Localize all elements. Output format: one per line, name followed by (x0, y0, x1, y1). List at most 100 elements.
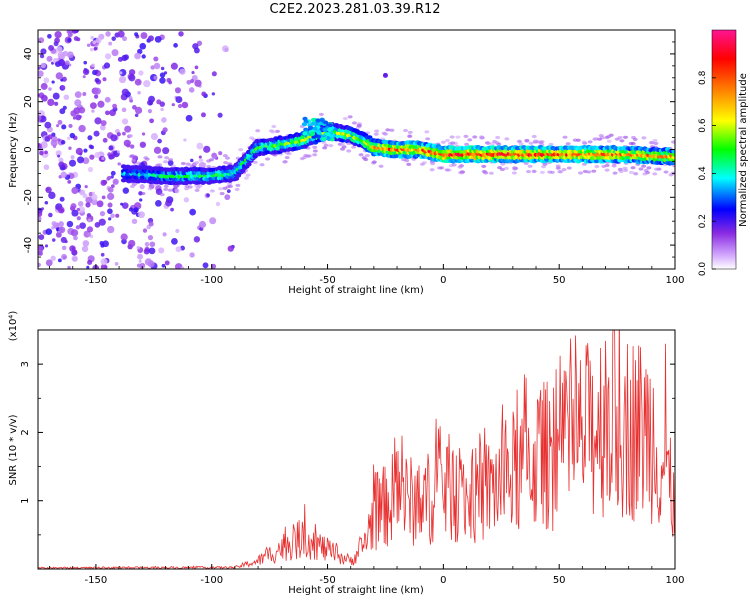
heatmap-noise-cell (79, 189, 86, 196)
heatmap-noise-cell (99, 211, 106, 217)
heatmap-halo-cell (222, 153, 228, 158)
heatmap-noise-cell (45, 228, 53, 235)
heatmap-halo-cell (163, 160, 169, 164)
heatmap-noise-cell (93, 47, 97, 51)
heatmap-noise-cell (142, 228, 148, 233)
heatmap-halo-cell (516, 139, 522, 144)
heatmap-halo-cell (594, 164, 600, 169)
heatmap-halo-cell (245, 173, 251, 177)
heatmap-halo-cell (451, 163, 457, 167)
heatmap-noise-cell (139, 42, 147, 50)
heatmap-noise-cell (124, 125, 132, 133)
heatmap-noise-cell (100, 252, 105, 257)
heatmap-noise-cell (162, 127, 168, 133)
snr-series-line (38, 330, 675, 569)
colorbar-label: Normalized spectral amplitude (738, 73, 749, 227)
heatmap-noise-cell (101, 156, 105, 161)
heatmap-noise-cell (121, 202, 129, 209)
heatmap-noise-cell (98, 218, 106, 226)
heatmap-halo-cell (642, 172, 648, 176)
heatmap-noise-cell (110, 175, 114, 179)
heatmap-noise-cell (82, 157, 90, 165)
heatmap-noise-cell (180, 266, 185, 269)
heatmap-noise-cell (168, 80, 173, 85)
heatmap-noise-cell (138, 259, 142, 263)
heatmap-halo-cell (389, 128, 395, 132)
heatmap-noise-cell (209, 217, 217, 225)
colorbar-frame (711, 29, 737, 270)
heatmap-noise-cell (162, 232, 167, 237)
heatmap-halo-cell (351, 121, 357, 125)
heatmap-noise-cell (196, 142, 204, 150)
heatmap-halo-cell (601, 164, 607, 169)
heatmap-halo-cell (282, 160, 288, 164)
heatmap-noise-cell (41, 94, 48, 102)
heatmap-noise-cell (50, 139, 58, 147)
heatmap-noise-cell (159, 101, 166, 107)
heatmap-noise-cell (221, 45, 229, 53)
heatmap-halo-cell (227, 182, 233, 186)
heatmap-noise-cell (96, 200, 104, 208)
heatmap-noise-cell (54, 101, 59, 106)
heatmap-feature-cell (301, 122, 308, 127)
heatmap-noise-cell (198, 155, 202, 159)
heatmap-halo-cell (358, 153, 364, 157)
heatmap-noise-cell (47, 33, 52, 39)
heatmap-noise-cell (93, 130, 100, 137)
heatmap-halo-cell (284, 155, 290, 160)
heatmap-noise-cell (174, 263, 183, 269)
colorbar-tick-label: 0.6 (698, 118, 708, 133)
heatmap-feature-cell (315, 118, 321, 123)
heatmap-halo-cell (511, 171, 517, 175)
heatmap-halo-cell (371, 160, 377, 164)
heatmap-noise-cell (57, 119, 63, 125)
heatmap-noise-cell (142, 132, 146, 136)
heatmap-noise-cell (69, 245, 76, 252)
heatmap-halo-cell (340, 142, 346, 146)
heatmap-noise-cell (55, 124, 60, 128)
heatmap-feature-cell (302, 131, 308, 136)
heatmap-halo-cell (255, 129, 261, 133)
y-tick-label: 20 (23, 95, 34, 108)
heatmap-feature-cell (309, 131, 316, 136)
heatmap-feature-cell (302, 116, 308, 121)
heatmap-noise-cell (40, 82, 48, 90)
heatmap-noise-cell (120, 202, 124, 206)
heatmap-halo-cell (218, 187, 224, 191)
heatmap-isolated-cell (382, 72, 388, 78)
heatmap-noise-cell (48, 44, 55, 51)
chart-title: C2E2.2023.281.03.39.R12 (269, 2, 441, 17)
heatmap-noise-cell (95, 37, 102, 44)
heatmap-noise-cell (88, 144, 93, 149)
heatmap-noise-cell (91, 63, 95, 68)
heatmap-noise-cell (201, 91, 207, 97)
heatmap-halo-cell (271, 124, 277, 129)
heatmap-halo-cell (526, 169, 532, 174)
heatmap-halo-cell (628, 170, 634, 174)
x-tick-label: -50 (319, 275, 335, 286)
heatmap-noise-cell (62, 50, 69, 57)
heatmap-noise-cell (48, 212, 53, 218)
heatmap-noise-cell (118, 162, 122, 166)
heatmap-halo-cell (212, 155, 218, 160)
heatmap-halo-cell (463, 134, 469, 139)
heatmap-noise-cell (175, 96, 183, 104)
heatmap-halo-cell (527, 164, 533, 168)
heatmap-noise-cell (52, 144, 57, 149)
heatmap-halo-cell (323, 143, 329, 147)
heatmap-noise-cell (61, 85, 66, 90)
heatmap-halo-cell (147, 187, 153, 191)
heatmap-noise-cell (211, 92, 216, 96)
heatmap-noise-cell (131, 204, 135, 209)
heatmap-halo-cell (500, 162, 506, 166)
heatmap-noise-cell (83, 60, 88, 65)
heatmap-noise-cell (74, 99, 82, 107)
heatmap-noise-cell (58, 221, 64, 227)
heatmap-noise-cell (94, 94, 99, 99)
heatmap-halo-cell (628, 141, 634, 146)
heatmap-noise-cell (110, 170, 116, 176)
heatmap-noise-cell (45, 259, 53, 267)
heatmap-noise-cell (137, 90, 141, 95)
heatmap-noise-cell (154, 35, 162, 43)
